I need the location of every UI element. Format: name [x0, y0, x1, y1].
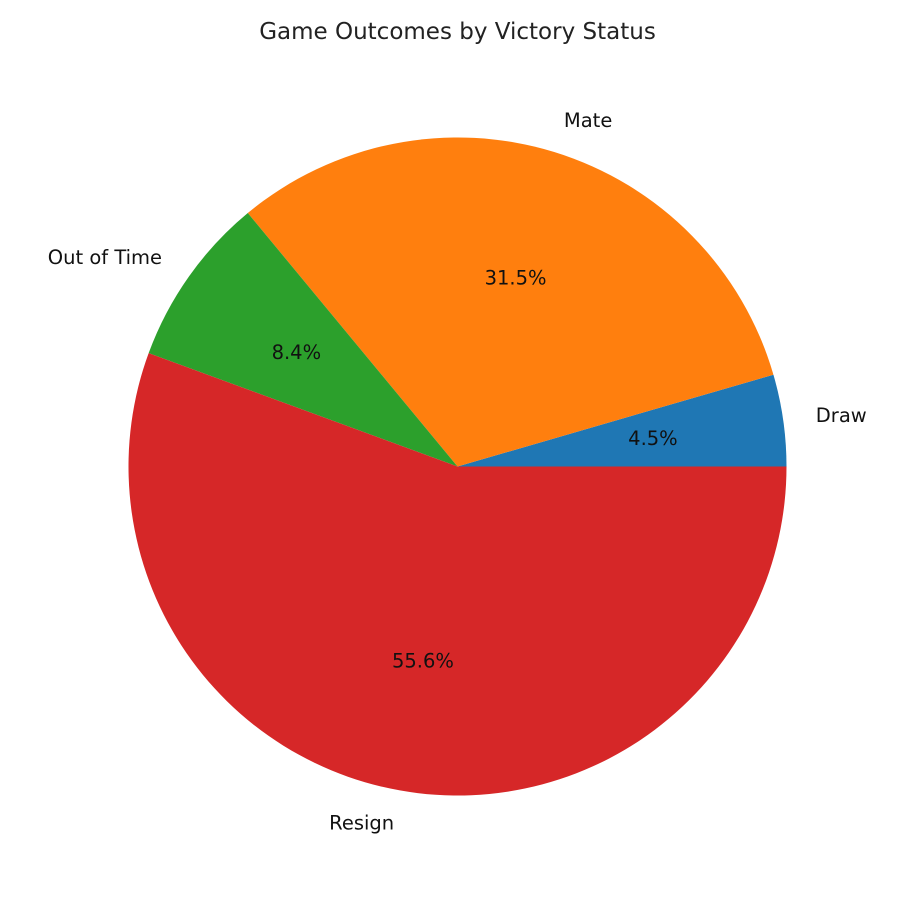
slice-percent-resign: 55.6%	[392, 649, 454, 672]
slice-label-mate: Mate	[564, 109, 612, 132]
slice-label-draw: Draw	[816, 404, 867, 427]
slice-percent-mate: 31.5%	[485, 266, 547, 289]
pie-slice-resign	[128, 353, 787, 796]
pie-slice-draw	[457, 374, 787, 467]
slice-label-out-of-time: Out of Time	[48, 246, 162, 269]
chart-title: Game Outcomes by Victory Status	[259, 19, 656, 45]
slice-label-resign: Resign	[329, 811, 394, 834]
pie-labels: Draw 4.5% Mate 31.5% Out of Time 8.4% Resign 55…	[48, 109, 867, 834]
pie-slice-mate	[247, 137, 774, 467]
pie-slice-out-of-time	[148, 213, 458, 467]
slice-percent-draw: 4.5%	[628, 427, 678, 450]
slice-percent-out-of-time: 8.4%	[272, 341, 322, 364]
pie-slices	[128, 137, 787, 796]
